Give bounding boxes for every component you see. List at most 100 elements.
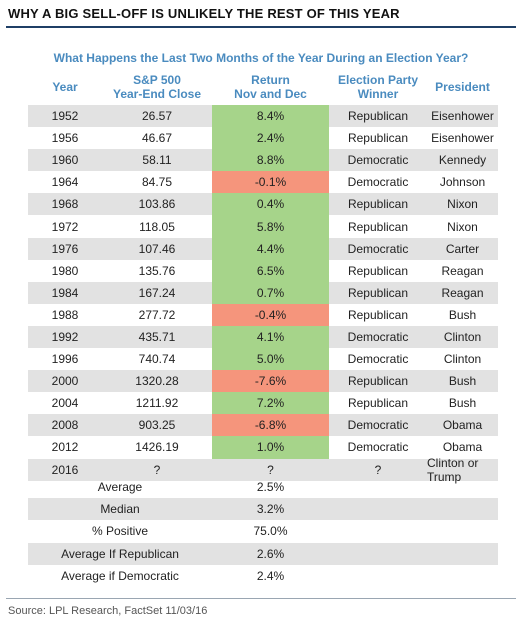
stat-value: 2.5%	[256, 480, 285, 495]
cell-return: 7.2%	[212, 392, 329, 415]
cell-return: 5.8%	[212, 215, 329, 238]
table-row: 1984 167.24 0.7% Republican Reagan	[28, 281, 498, 304]
stat-label: % Positive	[91, 524, 149, 539]
cell-close: 118.05	[139, 219, 175, 234]
cell-president: Bush	[448, 307, 477, 322]
table-row: 2000 1320.28 -7.6% Republican Bush	[28, 370, 498, 393]
page-title: WHY A BIG SELL-OFF IS UNLIKELY THE REST …	[8, 6, 400, 21]
cell-president: Bush	[448, 396, 477, 411]
header-party: Election Party Winner	[329, 69, 427, 105]
cell-party: Democratic	[347, 329, 409, 344]
table-header: Year S&P 500 Year-End Close Return Nov a…	[28, 69, 498, 105]
cell-president: Reagan	[441, 285, 484, 300]
table-subtitle: What Happens the Last Two Months of the …	[53, 51, 469, 65]
table-row: 2008 903.25 -6.8% Democratic Obama	[28, 414, 498, 437]
cell-year: 1956	[51, 131, 79, 146]
header-party-line1: Election Party	[337, 73, 419, 87]
source-note: Source: LPL Research, FactSet 11/03/16	[8, 605, 208, 617]
cell-party: Democratic	[347, 175, 409, 190]
cell-return: -0.1%	[212, 171, 329, 194]
cell-return: -6.8%	[212, 414, 329, 437]
stats-row: % Positive 75.0%	[28, 520, 498, 542]
cell-close: 1426.19	[135, 440, 179, 455]
cell-return: 4.4%	[212, 237, 329, 260]
table-row: 1964 84.75 -0.1% Democratic Johnson	[28, 171, 498, 194]
summary-stats: Average 2.5% Median 3.2% % Positive 75.0% Aver…	[28, 476, 498, 587]
cell-return: 2.4%	[212, 127, 329, 150]
cell-return: -7.6%	[212, 370, 329, 393]
cell-president: Eisenhower	[431, 109, 494, 124]
cell-president: Obama	[442, 418, 483, 433]
cell-president: Clinton	[443, 329, 482, 344]
cell-close: 46.67	[141, 131, 173, 146]
cell-year: 1960	[51, 153, 79, 168]
cell-close: 435.71	[138, 329, 176, 344]
cell-close: 103.86	[138, 197, 176, 212]
stat-label: Median	[100, 502, 140, 517]
header-return: Return Nov and Dec	[212, 69, 329, 105]
stat-label: Average	[97, 480, 143, 495]
cell-close: 740.74	[138, 352, 176, 367]
cell-return: 6.5%	[212, 259, 329, 282]
cell-president: Kennedy	[438, 153, 487, 168]
table-row: 2016??? Clinton or Trump	[28, 455, 498, 484]
cell-close: 277.72	[138, 307, 176, 322]
cell-party: Democratic	[347, 241, 409, 256]
cell-party: Democratic	[347, 418, 409, 433]
cell-party: Republican	[347, 307, 409, 322]
header-president: President	[435, 80, 490, 94]
header-year: Year	[52, 80, 78, 94]
cell-year: 1976	[51, 241, 79, 256]
header-return-line2: Nov and Dec	[234, 87, 307, 101]
cell-year: 1988	[51, 307, 79, 322]
table-row: 1996 740.74 5.0% Democratic Clinton	[28, 348, 498, 371]
cell-close: 1211.92	[135, 396, 179, 411]
cell-party: Republican	[347, 131, 409, 146]
cell-close: 903.25	[138, 418, 176, 433]
cell-president: Carter	[445, 241, 480, 256]
cell-party: Republican	[347, 219, 409, 234]
cell-close: 84.75	[141, 175, 173, 190]
cell-year: 1964	[51, 175, 79, 190]
cell-year: 1984	[51, 285, 79, 300]
table-row: 2004 1211.92 7.2% Republican Bush	[28, 392, 498, 415]
table-row: 1980 135.76 6.5% Republican Reagan	[28, 259, 498, 282]
stat-value: 2.4%	[256, 568, 285, 583]
cell-return: 1.0%	[212, 436, 329, 459]
cell-president: Johnson	[439, 175, 486, 190]
cell-year: 1996	[51, 352, 79, 367]
cell-return: 0.4%	[212, 193, 329, 216]
stat-value: 75.0%	[253, 524, 288, 539]
cell-return: ?	[267, 462, 274, 477]
cell-president: Bush	[448, 374, 477, 389]
stats-row: Average 2.5%	[28, 476, 498, 498]
footer-divider	[6, 598, 516, 599]
cell-close: ?	[153, 462, 161, 477]
stats-row: Average If Republican 2.6%	[28, 542, 498, 565]
cell-president: Nixon	[447, 219, 478, 234]
header-party-line2: Winner	[357, 87, 399, 101]
table-row: 1968 103.86 0.4% Republican Nixon	[28, 193, 498, 216]
title-divider	[6, 26, 516, 28]
table-row: 1956 46.67 2.4% Republican Eisenhower	[28, 127, 498, 150]
stats-row: Average if Democratic 2.4%	[28, 565, 498, 587]
cell-president: Obama	[442, 440, 483, 455]
stat-value: 2.6%	[256, 546, 285, 561]
stat-label: Average if Democratic	[61, 568, 179, 583]
cell-party: Republican	[347, 396, 409, 411]
cell-year: 1952	[51, 109, 79, 124]
cell-year: 2016	[51, 462, 79, 477]
cell-party: Republican	[347, 109, 409, 124]
cell-party: Democratic	[347, 440, 409, 455]
cell-close: 167.24	[138, 285, 176, 300]
cell-president: Nixon	[447, 197, 478, 212]
cell-president: Clinton or Trump	[427, 455, 479, 484]
cell-close: 58.11	[142, 153, 172, 168]
cell-return: 0.7%	[212, 281, 329, 304]
cell-return: 8.8%	[212, 149, 329, 172]
header-return-line1: Return	[251, 73, 290, 87]
cell-close: 26.57	[141, 109, 173, 124]
cell-year: 1968	[51, 197, 79, 212]
cell-year: 2004	[51, 396, 79, 411]
cell-return: 8.4%	[212, 105, 329, 128]
